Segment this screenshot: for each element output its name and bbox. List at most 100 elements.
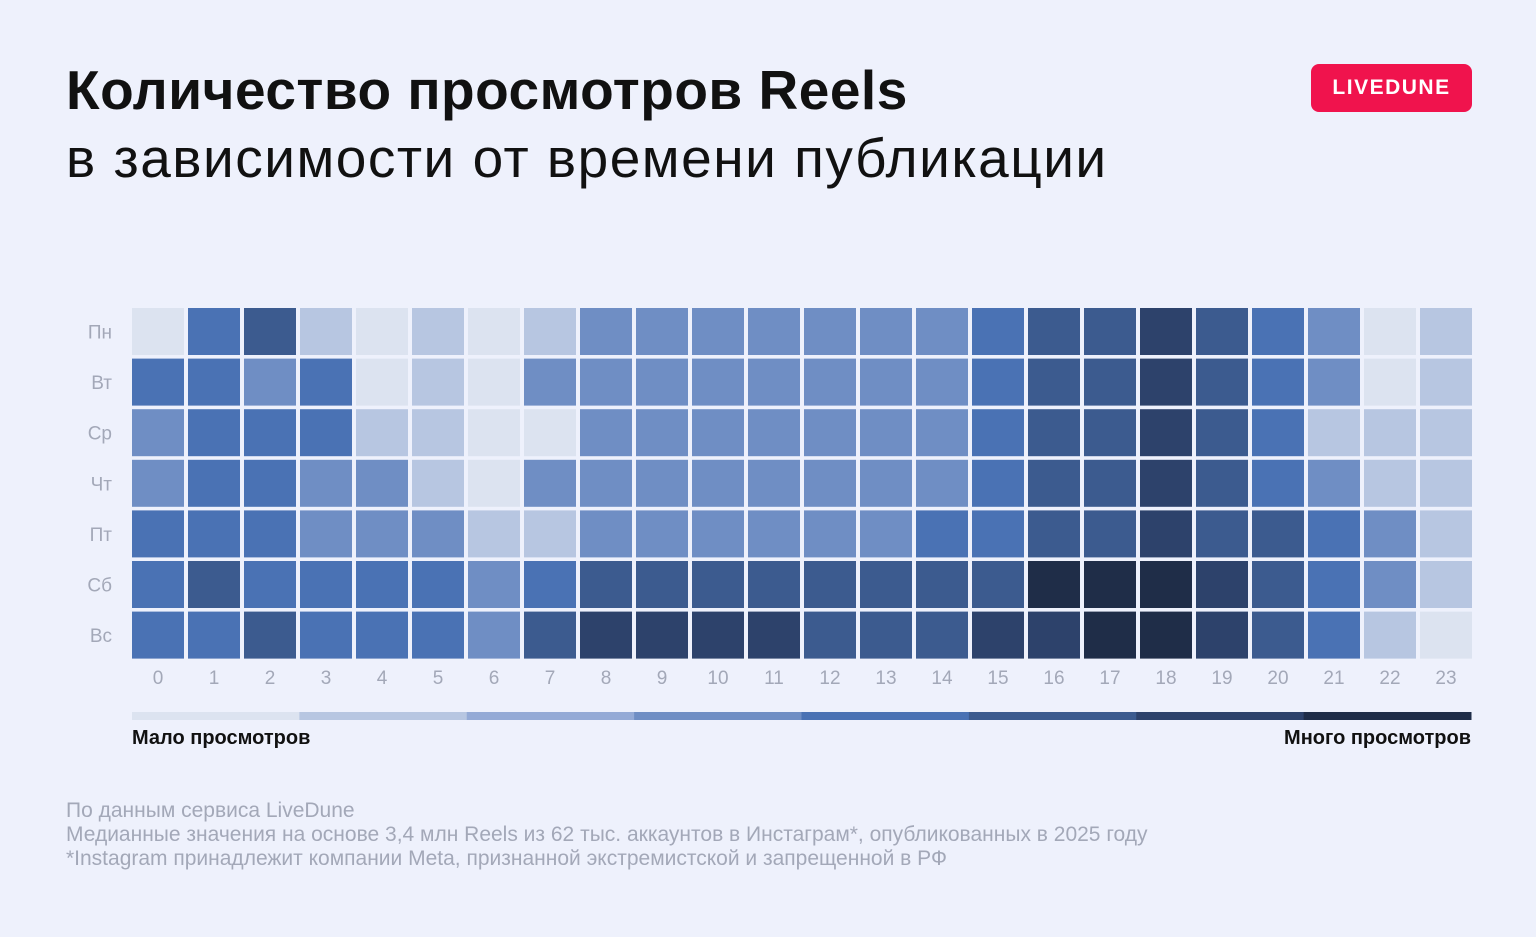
heatmap-cell bbox=[636, 561, 688, 608]
x-tick-label: 20 bbox=[1267, 668, 1288, 689]
heatmap-cell bbox=[860, 510, 912, 558]
heatmap-cell bbox=[468, 611, 520, 659]
heatmap-cell bbox=[1140, 561, 1192, 608]
heatmap-cell bbox=[1196, 409, 1248, 457]
heatmap-cell bbox=[748, 561, 800, 608]
y-tick-label: Пн bbox=[88, 323, 112, 344]
heatmap-cell bbox=[1140, 308, 1192, 355]
heatmap-cell bbox=[132, 459, 184, 507]
legend-color-segment bbox=[466, 712, 635, 720]
heatmap-cell bbox=[132, 409, 184, 457]
heatmap-cell bbox=[748, 459, 800, 507]
x-tick-label: 2 bbox=[265, 668, 276, 689]
heatmap-cell bbox=[1196, 308, 1248, 355]
heatmap-cell bbox=[1140, 358, 1192, 406]
heatmap-cell bbox=[1084, 409, 1136, 457]
x-tick-label: 4 bbox=[377, 668, 388, 689]
heatmap-cell bbox=[580, 358, 632, 406]
heatmap-cell bbox=[468, 409, 520, 457]
heatmap-cell bbox=[300, 459, 352, 507]
heatmap-cell bbox=[1308, 510, 1360, 558]
heatmap-cell bbox=[524, 308, 576, 355]
heatmap-cell bbox=[1252, 308, 1304, 355]
heatmap-cell bbox=[524, 358, 576, 406]
footer-note: Медианные значения на основе 3,4 млн Ree… bbox=[66, 823, 1148, 846]
heatmap-cell bbox=[1252, 358, 1304, 406]
heatmap-cell bbox=[468, 561, 520, 608]
heatmap-cell bbox=[916, 358, 968, 406]
heatmap-cell bbox=[468, 510, 520, 558]
legend-low-label: Мало просмотров bbox=[132, 727, 311, 749]
y-tick-label: Ср bbox=[88, 424, 112, 445]
heatmap-cell bbox=[692, 510, 744, 558]
legend-color-segment bbox=[1136, 712, 1305, 720]
heatmap-cell bbox=[1084, 510, 1136, 558]
heatmap-cell bbox=[412, 459, 464, 507]
heatmap-cell bbox=[636, 459, 688, 507]
heatmap-cell bbox=[1308, 409, 1360, 457]
heatmap-cell bbox=[860, 308, 912, 355]
heatmap-cell bbox=[1028, 510, 1080, 558]
x-tick-label: 7 bbox=[545, 668, 556, 689]
heatmap-cell bbox=[412, 561, 464, 608]
heatmap-cell bbox=[804, 358, 856, 406]
heatmap-cell bbox=[972, 561, 1024, 608]
heatmap-cell bbox=[972, 308, 1024, 355]
heatmap-cell bbox=[636, 409, 688, 457]
heatmap-cell bbox=[412, 358, 464, 406]
x-tick-label: 1 bbox=[209, 668, 220, 689]
heatmap-cell bbox=[356, 459, 408, 507]
heatmap-cell bbox=[580, 510, 632, 558]
heatmap-cell bbox=[300, 561, 352, 608]
heatmap-cell bbox=[244, 561, 296, 608]
heatmap-cell bbox=[1196, 561, 1248, 608]
heatmap-cell bbox=[972, 611, 1024, 659]
heatmap-cell bbox=[1420, 510, 1472, 558]
heatmap-cell bbox=[188, 611, 240, 659]
chart-title: Количество просмотров Reels bbox=[66, 59, 908, 121]
x-tick-label: 21 bbox=[1323, 668, 1344, 689]
heatmap-cell bbox=[748, 510, 800, 558]
heatmap-cell bbox=[580, 409, 632, 457]
heatmap-cell bbox=[300, 409, 352, 457]
heatmap-cell bbox=[1364, 308, 1416, 355]
x-tick-label: 3 bbox=[321, 668, 332, 689]
heatmap-cell bbox=[356, 358, 408, 406]
y-tick-label: Сб bbox=[87, 576, 112, 597]
heatmap-cell bbox=[860, 358, 912, 406]
heatmap-cell bbox=[636, 510, 688, 558]
heatmap-cell bbox=[1308, 308, 1360, 355]
legend-color-segment bbox=[1303, 712, 1472, 720]
heatmap-cell bbox=[132, 510, 184, 558]
heatmap-cell bbox=[188, 459, 240, 507]
x-tick-label: 14 bbox=[931, 668, 953, 689]
y-tick-label: Вс bbox=[90, 626, 112, 647]
x-tick-label: 10 bbox=[707, 668, 728, 689]
heatmap-cell bbox=[860, 611, 912, 659]
heatmap-cell bbox=[1028, 308, 1080, 355]
heatmap-cell bbox=[1364, 409, 1416, 457]
heatmap-cell bbox=[412, 308, 464, 355]
heatmap-cell bbox=[1028, 611, 1080, 659]
heatmap-cell bbox=[1420, 561, 1472, 608]
x-tick-label: 13 bbox=[875, 668, 896, 689]
heatmap-cell bbox=[748, 409, 800, 457]
heatmap-cell bbox=[580, 611, 632, 659]
heatmap-cell bbox=[916, 510, 968, 558]
heatmap-cell bbox=[804, 409, 856, 457]
heatmap-cell bbox=[188, 308, 240, 355]
heatmap-cell bbox=[1420, 611, 1472, 659]
x-tick-label: 22 bbox=[1379, 668, 1400, 689]
heatmap-cell bbox=[188, 510, 240, 558]
x-tick-label: 18 bbox=[1155, 668, 1176, 689]
heatmap-cell bbox=[1308, 561, 1360, 608]
heatmap-cell bbox=[1420, 409, 1472, 457]
heatmap-cell bbox=[356, 561, 408, 608]
x-tick-label: 19 bbox=[1211, 668, 1232, 689]
heatmap-cell bbox=[356, 308, 408, 355]
heatmap-cell bbox=[244, 611, 296, 659]
heatmap-cell bbox=[692, 358, 744, 406]
heatmap-cell bbox=[1196, 611, 1248, 659]
footer-disclaimer: *Instagram принадлежит компании Meta, пр… bbox=[66, 847, 947, 870]
x-tick-label: 12 bbox=[819, 668, 840, 689]
